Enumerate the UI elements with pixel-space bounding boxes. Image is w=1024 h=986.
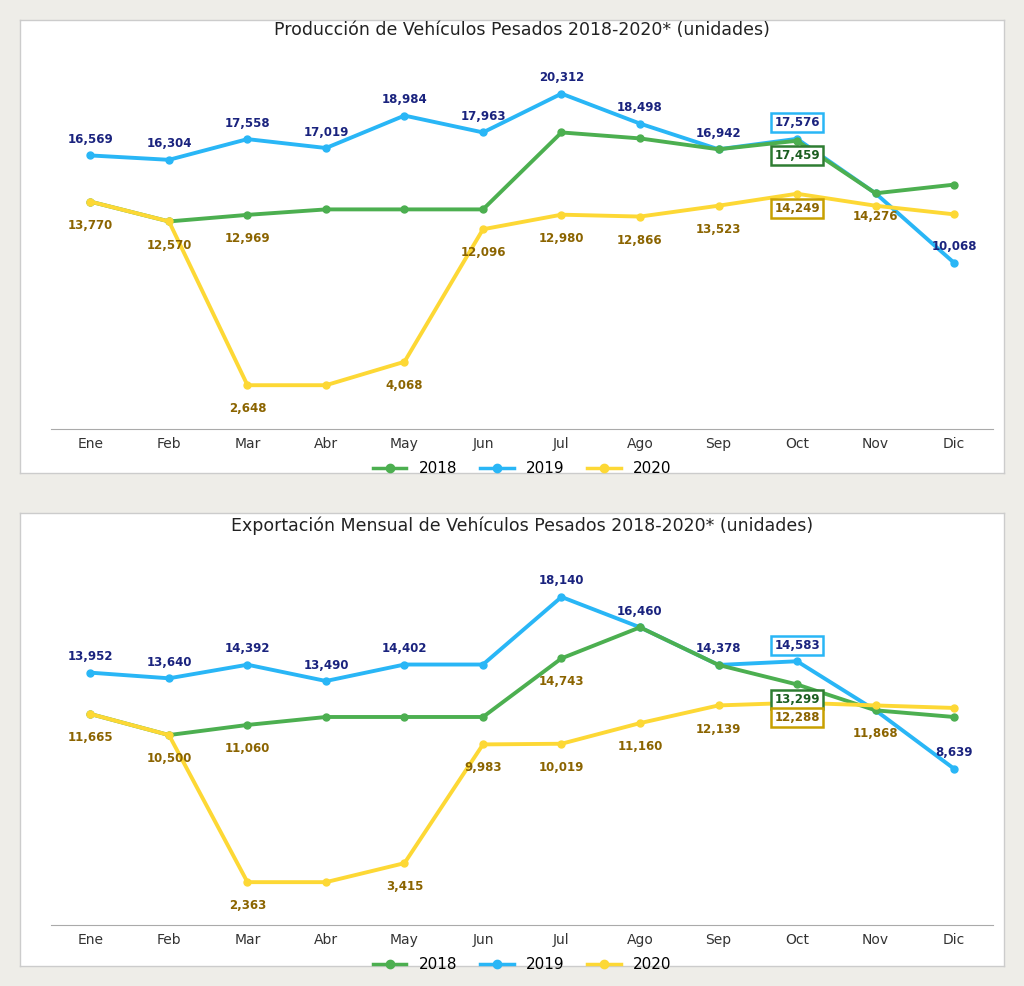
Text: 14,392: 14,392: [224, 642, 270, 656]
Text: 10,068: 10,068: [931, 241, 977, 253]
Text: 14,378: 14,378: [695, 643, 741, 656]
Text: 17,019: 17,019: [303, 125, 348, 138]
Title: Producción de Vehículos Pesados 2018-2020* (unidades): Producción de Vehículos Pesados 2018-202…: [274, 22, 770, 39]
Text: 14,249: 14,249: [774, 202, 820, 215]
Text: 2,363: 2,363: [228, 899, 266, 912]
Text: 10,019: 10,019: [539, 761, 584, 774]
Text: 17,576: 17,576: [774, 116, 820, 129]
Text: 18,984: 18,984: [382, 93, 427, 106]
Text: 13,523: 13,523: [696, 223, 741, 236]
Text: 14,402: 14,402: [382, 642, 427, 655]
Legend: 2018, 2019, 2020: 2018, 2019, 2020: [367, 455, 678, 482]
Text: 11,665: 11,665: [68, 731, 114, 744]
Text: 16,460: 16,460: [617, 604, 663, 618]
Text: 8,639: 8,639: [935, 746, 973, 759]
Text: 9,983: 9,983: [464, 761, 502, 774]
Legend: 2018, 2019, 2020: 2018, 2019, 2020: [367, 951, 678, 978]
Text: 13,770: 13,770: [68, 219, 113, 232]
Text: 14,743: 14,743: [539, 675, 585, 688]
Text: 12,288: 12,288: [774, 711, 820, 725]
Text: 13,299: 13,299: [774, 693, 820, 706]
Text: 10,500: 10,500: [146, 752, 191, 765]
Text: 3,415: 3,415: [386, 880, 423, 893]
Text: 18,140: 18,140: [539, 575, 585, 588]
Text: 16,304: 16,304: [146, 137, 191, 150]
Text: 12,570: 12,570: [146, 239, 191, 251]
Title: Exportación Mensual de Vehículos Pesados 2018-2020* (unidades): Exportación Mensual de Vehículos Pesados…: [231, 517, 813, 535]
Text: 12,096: 12,096: [460, 246, 506, 259]
Text: 17,459: 17,459: [774, 149, 820, 163]
Text: 11,160: 11,160: [617, 740, 663, 753]
Text: 4,068: 4,068: [386, 379, 423, 391]
Text: 14,583: 14,583: [774, 639, 820, 652]
Text: 17,963: 17,963: [460, 110, 506, 123]
Text: 2,648: 2,648: [228, 402, 266, 415]
Text: 13,952: 13,952: [68, 650, 114, 664]
Text: 18,498: 18,498: [617, 102, 663, 114]
Text: 16,942: 16,942: [695, 127, 741, 140]
Text: 12,980: 12,980: [539, 232, 585, 245]
Text: 13,640: 13,640: [146, 656, 191, 669]
Text: 13,490: 13,490: [303, 659, 349, 671]
Text: 11,868: 11,868: [853, 728, 898, 740]
Text: 12,969: 12,969: [224, 232, 270, 245]
Text: 17,558: 17,558: [224, 116, 270, 129]
Text: 12,866: 12,866: [617, 234, 663, 246]
Text: 16,569: 16,569: [68, 133, 114, 146]
Text: 11,060: 11,060: [225, 742, 270, 755]
Text: 14,276: 14,276: [853, 210, 898, 224]
Text: 20,312: 20,312: [539, 71, 584, 84]
Text: 12,139: 12,139: [696, 723, 741, 736]
